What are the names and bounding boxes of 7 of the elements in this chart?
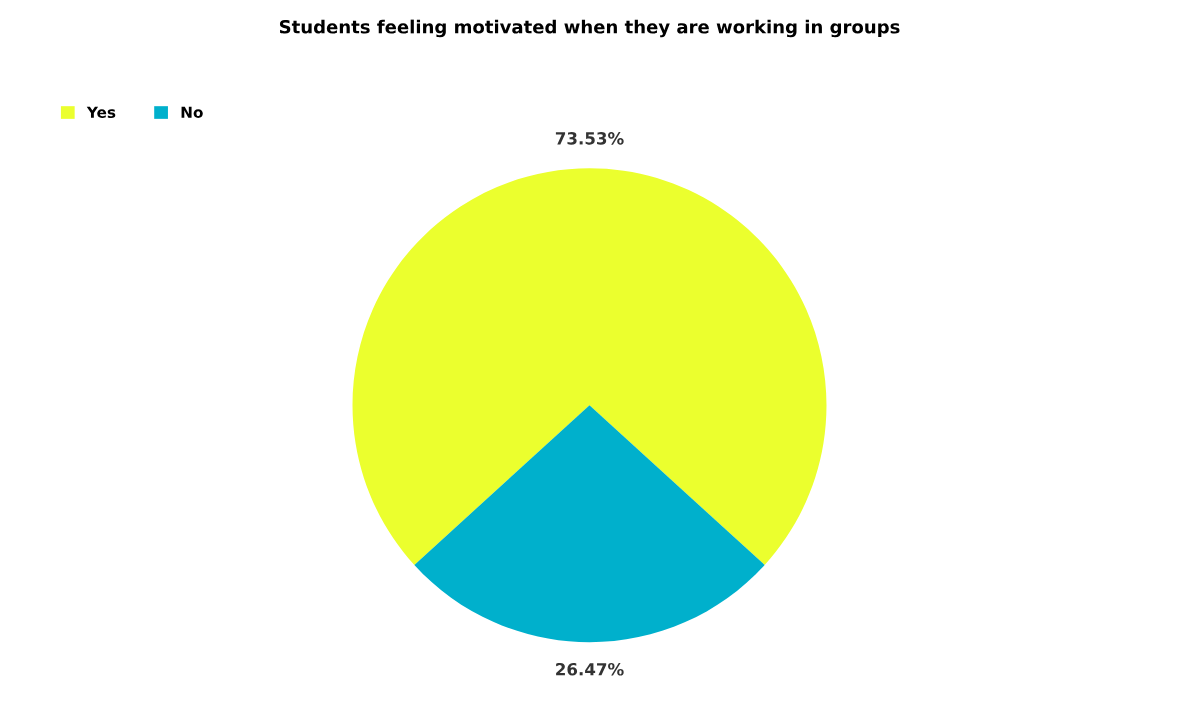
data-label: 73.53% [555,132,624,145]
pie-slice [352,168,827,565]
chart-title: Students feeling motivated when they are working in groups [279,19,900,38]
legend-label: No [181,106,203,119]
data-label: 26.47% [556,662,624,676]
pie-slice [414,405,765,643]
legend-label: Yes [86,106,116,119]
